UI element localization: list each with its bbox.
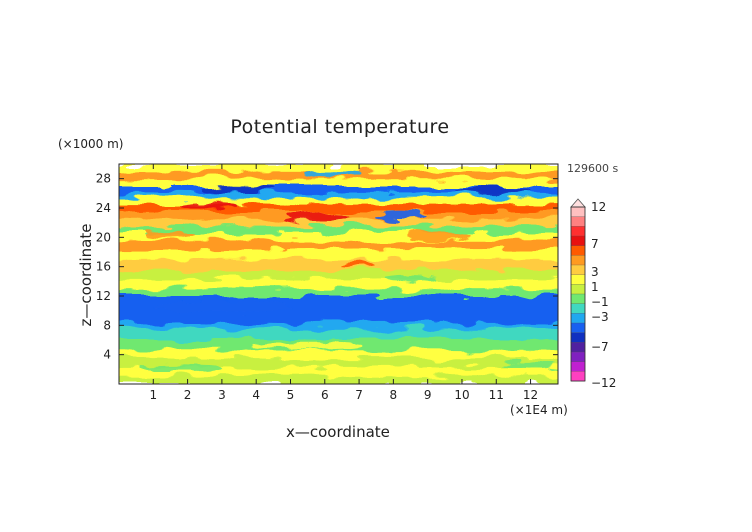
x-tick-label: 8 [390, 388, 398, 402]
colorbar-swatch [570, 293, 586, 305]
x-axis-unit: (×1E4 m) [510, 403, 568, 417]
colorbar: 12 7 31−1−3 −7 −12 [570, 198, 616, 390]
colorbar-swatch [570, 313, 586, 324]
y-tick-label: 28 [96, 172, 111, 186]
colorbar-swatch [570, 322, 586, 334]
x-tick-label: 11 [489, 388, 504, 402]
y-tick-label: 20 [96, 230, 111, 244]
y-tick-label: 16 [96, 260, 111, 274]
chart-title: Potential temperature [230, 116, 450, 138]
colorbar-label: 3 [591, 265, 599, 279]
colorbar-swatch [570, 342, 586, 353]
colorbar-swatch [570, 361, 586, 372]
x-tick-label: 1 [149, 388, 157, 402]
x-tick-label: 9 [424, 388, 432, 402]
colorbar-swatch [570, 351, 586, 363]
x-axis-label: x—coordinate [286, 423, 390, 441]
colorbar-label: −7 [591, 340, 609, 354]
x-tick-label: 3 [218, 388, 226, 402]
plot-frame [118, 163, 559, 385]
x-tick-label: 2 [184, 388, 192, 402]
colorbar-swatch [570, 206, 586, 218]
colorbar-frame [570, 206, 586, 382]
x-tick-label: 4 [252, 388, 260, 402]
x-tick-label: 12 [523, 388, 538, 402]
colorbar-swatch [570, 226, 586, 237]
heatmap-field [119, 164, 558, 384]
colorbar-max-arrow [570, 198, 586, 208]
y-tick-label: 12 [96, 289, 111, 303]
colorbar-label: −12 [591, 376, 616, 390]
colorbar-label: −1 [591, 295, 609, 309]
y-tick-label: 24 [96, 201, 111, 215]
colorbar-swatch [570, 371, 586, 382]
colorbar-swatch [570, 264, 586, 276]
colorbar-swatch [570, 245, 586, 256]
x-tick-label: 5 [287, 388, 295, 402]
colorbar-swatch [570, 303, 586, 314]
colorbar-label: 12 [591, 200, 606, 214]
colorbar-label: −3 [591, 310, 609, 324]
colorbar-swatch [570, 216, 586, 227]
y-tick-label: 4 [103, 348, 111, 362]
colorbar-swatch [570, 332, 586, 343]
x-tick-label: 10 [454, 388, 469, 402]
x-tick-label: 7 [355, 388, 363, 402]
time-label: 129600 s [567, 162, 619, 175]
y-tick-label: 8 [103, 318, 111, 332]
y-axis-unit: (×1000 m) [58, 137, 124, 151]
colorbar-swatch [570, 284, 586, 295]
colorbar-swatch [570, 255, 586, 266]
colorbar-swatch [570, 235, 586, 247]
colorbar-label: 1 [591, 280, 599, 294]
colorbar-swatch [570, 274, 586, 285]
x-tick-label: 6 [321, 388, 329, 402]
colorbar-label: 7 [591, 237, 599, 251]
